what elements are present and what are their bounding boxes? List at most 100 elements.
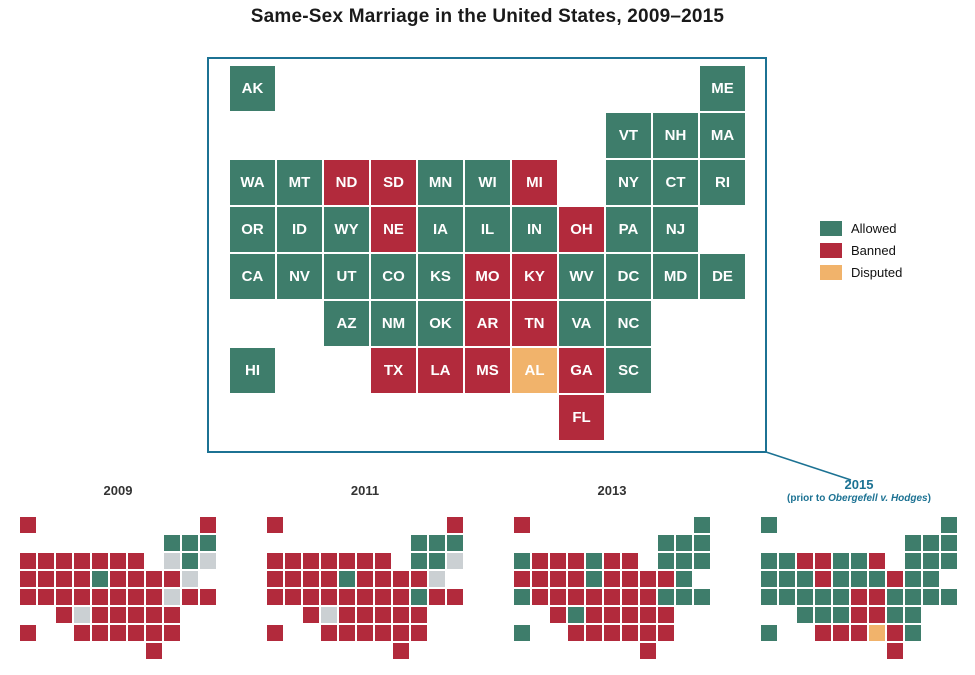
mini-map-2009: [20, 517, 216, 659]
legend-label-disputed: Disputed: [851, 265, 903, 280]
mini-2013-state-tile-HI: [514, 625, 530, 641]
state-tile-KY: KY: [512, 254, 557, 299]
state-tile-IA: IA: [418, 207, 463, 252]
mini-2009-state-tile-MN: [92, 553, 108, 569]
mini-2013-state-tile-VT: [658, 535, 674, 551]
mini-2009-state-tile-LA: [92, 625, 108, 641]
mini-2015-state-tile-MA: [941, 535, 957, 551]
state-tile-MO: MO: [465, 254, 510, 299]
mini-2015-state-tile-WA: [761, 553, 777, 569]
state-tile-ID: ID: [277, 207, 322, 252]
mini-2009-state-tile-RI: [200, 553, 216, 569]
mini-2015-state-tile-NJ: [923, 571, 939, 587]
state-tile-MS: MS: [465, 348, 510, 393]
state-tile-CT: CT: [653, 160, 698, 205]
mini-2011-state-tile-PA: [411, 571, 427, 587]
mini-2013-state-tile-NM: [568, 607, 584, 623]
mini-2011-state-tile-MA: [447, 535, 463, 551]
mini-2009-state-tile-NM: [74, 607, 90, 623]
mini-2011-state-tile-ND: [303, 553, 319, 569]
mini-2011-state-tile-MN: [339, 553, 355, 569]
mini-2009-state-tile-TX: [74, 625, 90, 641]
mini-2011-state-tile-TN: [375, 607, 391, 623]
legend-swatch-allowed: [820, 221, 842, 236]
mini-2009-state-tile-CO: [74, 589, 90, 605]
mini-2015-state-tile-UT: [797, 589, 813, 605]
mini-2013-state-tile-NJ: [676, 571, 692, 587]
mini-2011-state-tile-OR: [267, 571, 283, 587]
state-tile-MI: MI: [512, 160, 557, 205]
mini-2009-state-tile-ID: [38, 571, 54, 587]
mini-2013-state-tile-NV: [532, 589, 548, 605]
state-tile-NY: NY: [606, 160, 651, 205]
mini-2011-state-tile-NV: [285, 589, 301, 605]
mini-2013-state-tile-TN: [622, 607, 638, 623]
state-tile-FL: FL: [559, 395, 604, 440]
mini-2015-state-tile-TX: [815, 625, 831, 641]
state-tile-OR: OR: [230, 207, 275, 252]
state-tile-GA: GA: [559, 348, 604, 393]
mini-2009-state-tile-IN: [128, 571, 144, 587]
mini-2015-state-tile-ND: [797, 553, 813, 569]
legend-swatch-disputed: [820, 265, 842, 280]
mini-map-label-2009: 2009: [103, 483, 133, 498]
mini-2009-state-tile-OR: [20, 571, 36, 587]
mini-2011-state-tile-VT: [411, 535, 427, 551]
mini-2015-state-tile-AZ: [797, 607, 813, 623]
mini-2015-state-tile-HI: [761, 625, 777, 641]
state-tile-MN: MN: [418, 160, 463, 205]
state-tile-DC: DC: [606, 254, 651, 299]
mini-2009-state-tile-DC: [164, 589, 180, 605]
mini-2009-state-tile-NE: [74, 571, 90, 587]
state-tile-ND: ND: [324, 160, 369, 205]
state-tile-AR: AR: [465, 301, 510, 346]
legend-item-disputed: Disputed: [820, 265, 902, 280]
mini-2013-state-tile-CA: [514, 589, 530, 605]
mini-2009-state-tile-IA: [92, 571, 108, 587]
mini-2013-state-tile-NH: [676, 535, 692, 551]
mini-2011-state-tile-MD: [429, 589, 445, 605]
mini-2009-state-tile-MD: [182, 589, 198, 605]
mini-2015-state-tile-NV: [779, 589, 795, 605]
mini-2015-state-tile-MT: [779, 553, 795, 569]
mini-2009-state-tile-NY: [164, 553, 180, 569]
mini-2013-state-tile-KS: [586, 589, 602, 605]
mini-2009-state-tile-HI: [20, 625, 36, 641]
mini-2011-state-tile-GA: [393, 625, 409, 641]
mini-2015-state-tile-WI: [851, 553, 867, 569]
mini-2015-state-tile-MS: [851, 625, 867, 641]
mini-2015-state-tile-NC: [905, 607, 921, 623]
mini-map-label-2015: 2015 (prior to Obergefell v. Hodges): [761, 477, 957, 504]
mini-2009-state-tile-SD: [74, 553, 90, 569]
state-tile-AK: AK: [230, 66, 275, 111]
mini-2015-state-tile-KS: [833, 589, 849, 605]
mini-2011-state-tile-DE: [447, 589, 463, 605]
state-tile-SC: SC: [606, 348, 651, 393]
mini-2011-state-tile-AZ: [303, 607, 319, 623]
state-tile-NC: NC: [606, 301, 651, 346]
mini-2009-state-tile-WI: [110, 553, 126, 569]
mini-2013-state-tile-MT: [532, 553, 548, 569]
state-tile-VA: VA: [559, 301, 604, 346]
legend-item-banned: Banned: [820, 243, 902, 258]
mini-2013-state-tile-NC: [658, 607, 674, 623]
mini-map-sublabel-2015: (prior to Obergefell v. Hodges): [761, 493, 957, 504]
mini-2009-state-tile-WY: [56, 571, 72, 587]
state-tile-MD: MD: [653, 254, 698, 299]
mini-2009-state-tile-GA: [146, 625, 162, 641]
mini-2009-state-tile-OK: [92, 607, 108, 623]
mini-2013-state-tile-ME: [694, 517, 710, 533]
mini-2013-state-tile-VA: [640, 607, 656, 623]
legend-label-banned: Banned: [851, 243, 896, 258]
mini-2011-state-tile-OH: [393, 571, 409, 587]
mini-2013-state-tile-WI: [604, 553, 620, 569]
sublabel-prefix: (prior to: [787, 493, 829, 504]
mini-2013-state-tile-CT: [676, 553, 692, 569]
mini-2013-state-tile-IA: [586, 571, 602, 587]
mini-2013-state-tile-OK: [586, 607, 602, 623]
mini-map-2013: [514, 517, 710, 659]
mini-2011-state-tile-NY: [411, 553, 427, 569]
mini-2013-state-tile-MN: [586, 553, 602, 569]
mini-2015-state-tile-LA: [833, 625, 849, 641]
mini-2015-state-tile-NM: [815, 607, 831, 623]
